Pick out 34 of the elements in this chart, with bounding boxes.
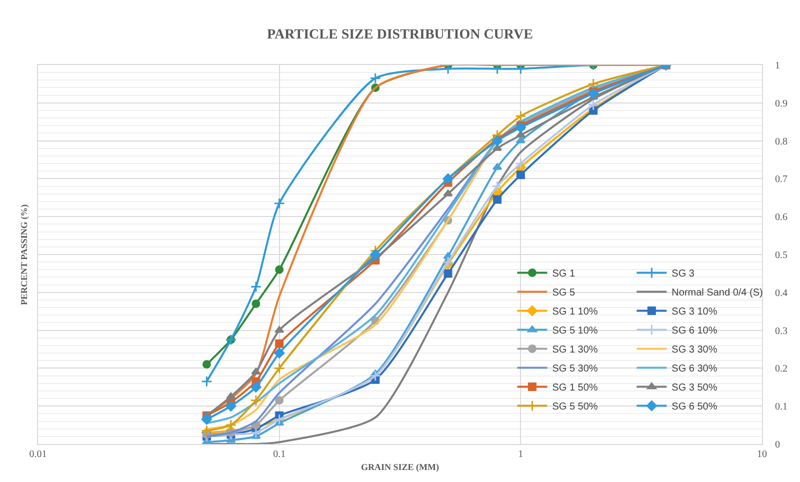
- y-tick-label: 0.4: [775, 288, 788, 299]
- legend-label: SG 1 10%: [552, 306, 598, 318]
- legend-label: SG 1 30%: [552, 344, 598, 356]
- legend-label: SG 6 50%: [672, 402, 718, 413]
- legend-label: Normal Sand 0/4 (S): [672, 288, 763, 299]
- y-tick-label: 0: [775, 440, 780, 450]
- y-tick-label: 0.3: [775, 326, 788, 337]
- legend-label: SG 5 30%: [552, 364, 598, 375]
- y-axis-title: PERCENT PASSING (%): [19, 204, 30, 306]
- y-tick-label: 0.8: [775, 136, 788, 148]
- y-tick-label: 0.9: [775, 98, 788, 110]
- y-tick-label: 1: [775, 60, 780, 72]
- x-tick-label: 10: [757, 449, 767, 460]
- x-tick-label: 1: [518, 449, 524, 460]
- x-tick-label: 0.01: [29, 449, 47, 460]
- legend-label: SG 3 30%: [672, 344, 718, 356]
- legend-label: SG 3 10%: [672, 306, 718, 318]
- y-tick-label: 0.1: [775, 402, 788, 413]
- legend-label: SG 6 10%: [672, 326, 718, 337]
- legend-label: SG 3: [672, 268, 695, 280]
- y-tick-label: 0.5: [775, 250, 788, 261]
- x-tick-label: 0.1: [273, 449, 286, 460]
- legend-label: SG 5 10%: [552, 326, 598, 337]
- legend-label: SG 6 30%: [672, 364, 718, 375]
- y-tick-label: 0.6: [775, 212, 788, 224]
- x-axis-title: GRAIN SIZE (MM): [361, 462, 439, 472]
- y-tick-label: 0.7: [775, 174, 788, 186]
- legend-label: SG 5: [552, 288, 576, 299]
- chart-title: PARTICLE SIZE DISTRIBUTION CURVE: [267, 28, 533, 43]
- legend-label: SG 1: [552, 268, 576, 280]
- legend-label: SG 1 50%: [552, 382, 598, 394]
- legend-label: SG 5 50%: [552, 402, 598, 413]
- legend-label: SG 3 50%: [672, 382, 718, 394]
- y-tick-label: 0.2: [775, 364, 788, 375]
